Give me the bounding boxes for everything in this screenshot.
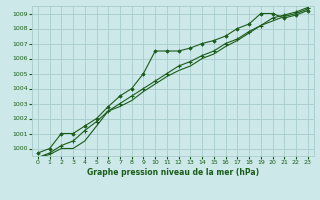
X-axis label: Graphe pression niveau de la mer (hPa): Graphe pression niveau de la mer (hPa) bbox=[87, 168, 259, 177]
